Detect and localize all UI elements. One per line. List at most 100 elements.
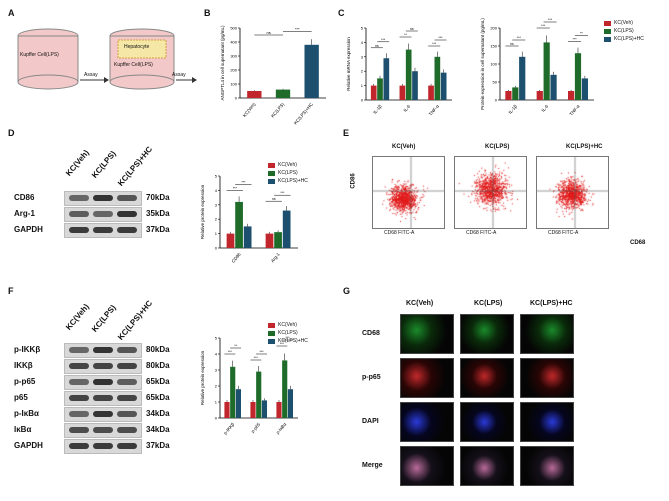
blot-f-header: KC(Veh) KC(LPS) KC(LPS)+HC bbox=[64, 296, 155, 342]
micrograph-tile bbox=[400, 402, 454, 442]
bar bbox=[399, 85, 406, 100]
category-label: KC(LPS)+HC bbox=[293, 101, 315, 125]
blot-row: GAPDH 37kDa bbox=[14, 222, 184, 238]
legend-d-lps: KC(LPS) bbox=[268, 170, 308, 176]
sig-label: ns bbox=[267, 30, 271, 35]
bar bbox=[567, 91, 575, 100]
blot-band bbox=[93, 427, 113, 433]
micrograph-tile bbox=[520, 402, 574, 442]
sig-label: *** bbox=[295, 27, 300, 32]
blot-size-label: 34kDa bbox=[146, 425, 170, 434]
bar bbox=[274, 232, 282, 248]
blot-band bbox=[117, 411, 137, 417]
legend-d-veh-label: KC(Veh) bbox=[278, 162, 297, 168]
bar bbox=[256, 371, 262, 418]
blot-protein-label: GAPDH bbox=[14, 225, 43, 234]
blot-protein-label: IκBα bbox=[14, 425, 32, 434]
blot-d-col-veh: KC(Veh) bbox=[64, 148, 91, 178]
bar bbox=[235, 201, 243, 248]
blot-band bbox=[69, 347, 89, 353]
sig-label: *** bbox=[541, 24, 546, 28]
micrograph-tile bbox=[460, 314, 514, 354]
flow-xtick-lps: CD68 FITC-A bbox=[466, 230, 497, 236]
y-tick-label: 500 bbox=[230, 26, 237, 31]
sig-label: ns bbox=[510, 42, 514, 46]
blot-f-col-hc: KC(LPS)+HC bbox=[116, 298, 155, 342]
dish2-bottom-label: Kupffer Cell(LPS) bbox=[114, 62, 153, 68]
bar bbox=[275, 89, 291, 98]
blot-band bbox=[93, 395, 113, 401]
blot-size-label: 35kDa bbox=[146, 209, 170, 218]
category-label: IL-6 bbox=[540, 103, 549, 113]
blot-band bbox=[69, 211, 89, 217]
y-axis-label: ANGPTL4 in cell supernatant (pg/mL) bbox=[220, 25, 225, 101]
panel-label-e: E bbox=[343, 128, 350, 138]
blot-strip bbox=[64, 207, 142, 222]
sig-label: *** bbox=[280, 191, 285, 195]
y-tick-label: 2 bbox=[361, 69, 364, 74]
sig-label: *** bbox=[260, 350, 265, 354]
blot-protein-label: p-IKKβ bbox=[14, 345, 41, 354]
blot-band bbox=[69, 363, 89, 369]
micrograph-tile bbox=[520, 358, 574, 398]
blot-size-label: 65kDa bbox=[146, 393, 170, 402]
y-tick-label: 400 bbox=[230, 40, 237, 45]
blot-strip bbox=[64, 391, 142, 406]
legend-f: KC(Veh) KC(LPS) KC(LPS)+HC bbox=[268, 322, 308, 344]
dish2-top-label: Hepatocyte bbox=[124, 44, 150, 50]
y-tick-label: 4 bbox=[361, 40, 364, 45]
micrograph-tile bbox=[460, 402, 514, 442]
flow-title-lps: KC(LPS) bbox=[485, 144, 510, 150]
sig-label: *** bbox=[280, 342, 285, 346]
bar bbox=[261, 400, 268, 418]
category-label: p-p65 bbox=[250, 421, 262, 433]
legend-f-hc-label: KC(LPS)+HC bbox=[278, 338, 308, 344]
blot-band bbox=[69, 379, 89, 385]
blot-band bbox=[93, 227, 113, 233]
category-label: KC(LPS) bbox=[270, 101, 286, 118]
bar bbox=[265, 233, 274, 248]
legend-c: KC(Veh) KC(LPS) KC(LPS)+HC bbox=[604, 20, 644, 42]
mic-col-hc: KC(LPS)+HC bbox=[530, 300, 573, 307]
blot-band bbox=[93, 211, 113, 217]
chart-b: 0 100 200 300 400 500 ANGPTL4 in cell supernat… bbox=[220, 25, 326, 126]
category-label: IL-6 bbox=[402, 103, 411, 113]
blot-band bbox=[93, 363, 113, 369]
mic-row-merge: Merge bbox=[362, 462, 383, 469]
legend-d-hc: KC(LPS)+HC bbox=[268, 178, 308, 184]
panel-label-b: B bbox=[204, 8, 211, 18]
sig-label: *** bbox=[233, 186, 238, 190]
flow-xtick-veh: CD68 FITC-A bbox=[384, 230, 415, 236]
y-tick-label: 3 bbox=[215, 202, 218, 207]
blot-band bbox=[117, 443, 137, 449]
blot-band bbox=[93, 195, 113, 201]
sig-label: ns bbox=[410, 27, 414, 31]
blot-protein-label: IKKβ bbox=[14, 361, 33, 370]
blot-row: CD86 70kDa bbox=[14, 190, 184, 206]
sig-label: ** bbox=[580, 32, 583, 36]
blot-d-col-lps: KC(LPS) bbox=[90, 149, 118, 180]
legend-f-veh-label: KC(Veh) bbox=[278, 322, 297, 328]
blot-row: IKKβ 80kDa bbox=[14, 358, 184, 374]
sig-label: *** bbox=[438, 36, 443, 40]
y-tick-label: 4 bbox=[215, 188, 218, 193]
bar bbox=[512, 87, 519, 100]
y-tick-label: 4 bbox=[215, 352, 218, 357]
micrograph-tile bbox=[520, 446, 574, 486]
y-tick-label: 3 bbox=[215, 368, 218, 373]
sig-label: *** bbox=[572, 38, 577, 42]
blot-strip bbox=[64, 407, 142, 422]
micrograph-tile bbox=[400, 314, 454, 354]
y-tick-label: 0 bbox=[215, 246, 218, 251]
y-tick-label: 200 bbox=[230, 68, 237, 73]
blot-band bbox=[69, 427, 89, 433]
bar bbox=[519, 56, 526, 100]
bar bbox=[282, 210, 291, 248]
y-axis-label: Relative protein expression bbox=[200, 184, 205, 239]
blot-band bbox=[69, 195, 89, 201]
blot-band bbox=[117, 427, 137, 433]
legend-item-veh: KC(Veh) bbox=[604, 20, 644, 26]
bar bbox=[383, 58, 390, 100]
blot-protein-label: p65 bbox=[14, 393, 28, 402]
